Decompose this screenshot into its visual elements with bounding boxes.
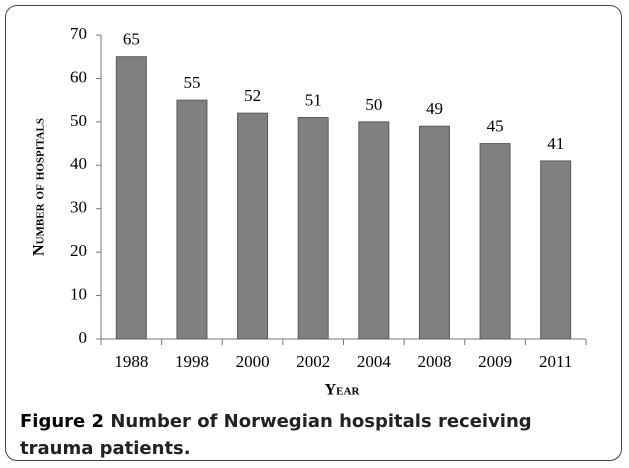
y-axis-label: Number of hospitals [31, 118, 48, 256]
x-tick-label: 2011 [539, 352, 572, 371]
caption: Figure 2 Number of Norwegian hospitals r… [20, 408, 580, 462]
x-tick-label: 1988 [114, 352, 148, 371]
x-tick-label: 2002 [296, 352, 330, 371]
bar [297, 117, 329, 340]
bar [418, 125, 450, 340]
y-tick-label: 60 [70, 67, 87, 86]
y-tick-label: 20 [70, 241, 87, 260]
x-axis-label: Year [325, 382, 361, 399]
bar [358, 121, 390, 340]
y-tick-label: 50 [70, 111, 87, 130]
bar [237, 112, 269, 340]
y-tick-label: 10 [70, 284, 87, 303]
caption-text: Number of Norwegian hospitals receiving … [20, 411, 532, 459]
data-label: 49 [426, 99, 443, 118]
y-tick-label: 70 [70, 24, 87, 43]
data-label: 51 [305, 90, 322, 109]
x-tick-label: 1998 [175, 352, 209, 371]
chart: Year Number of hospitals 0 10 20 30 40 50 60 70… [31, 24, 587, 399]
data-label: 55 [183, 73, 200, 92]
data-label: 50 [365, 95, 382, 114]
x-tick-label: 2009 [478, 352, 512, 371]
bar [115, 56, 147, 340]
y-tick-label: 0 [79, 328, 88, 347]
data-label: 45 [487, 116, 504, 135]
bar [176, 99, 208, 340]
data-label: 41 [547, 134, 564, 153]
x-tick-label: 2008 [417, 352, 451, 371]
x-tick-label: 2004 [357, 352, 392, 371]
bar [540, 160, 572, 340]
bar [479, 143, 511, 340]
figure-frame [5, 5, 622, 461]
y-tick-label: 40 [70, 154, 87, 173]
y-tick-label: 30 [70, 198, 87, 217]
data-label: 52 [244, 86, 261, 105]
x-tick-label: 2000 [236, 352, 270, 371]
caption-label: Figure 2 [20, 411, 105, 432]
data-label: 65 [123, 30, 140, 49]
